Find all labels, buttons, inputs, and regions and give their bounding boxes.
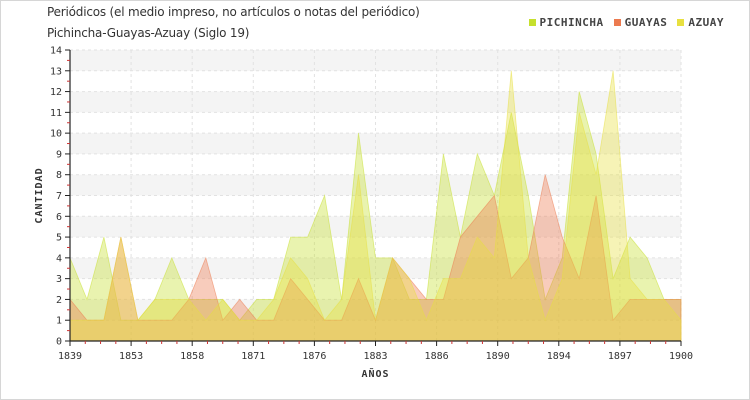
legend-label-azuay: AZUAY: [688, 16, 724, 29]
y-tick-label: 6: [56, 212, 62, 223]
y-tick-label: 12: [50, 87, 62, 98]
series-area-azuay: [69, 70, 682, 342]
grid-band: [70, 133, 681, 154]
x-tick-label: 1871: [241, 351, 265, 362]
grid-band: [70, 174, 681, 196]
x-tick-label: 1886: [425, 351, 449, 362]
y-tick-label: 8: [56, 170, 62, 181]
x-tick-label: 1858: [180, 351, 204, 362]
grid-band: [70, 50, 681, 71]
legend-swatch-azuay: [677, 19, 685, 26]
legend-swatch-pichincha: [528, 19, 536, 26]
x-tick-label: 1900: [669, 351, 693, 362]
y-tick-label: 0: [56, 337, 62, 348]
x-tick-label: 1853: [119, 351, 143, 362]
x-tick-label: 1883: [363, 351, 387, 362]
legend-label-pichincha: PICHINCHA: [539, 16, 604, 29]
chart-title: Periódicos (el medio impreso, no artícul…: [47, 5, 420, 19]
y-tick-label: 3: [56, 274, 62, 285]
legend-item-pichincha[interactable]: PICHINCHA: [528, 16, 604, 29]
y-tick-label: 10: [50, 129, 62, 140]
legend-swatch-guayas: [613, 19, 621, 26]
chart-legend: PICHINCHA GUAYAS AZUAY: [528, 16, 724, 29]
x-tick-label: 1839: [58, 351, 82, 362]
y-tick-label: 1: [56, 316, 62, 327]
y-tick-label: 11: [50, 108, 62, 119]
x-tick-label: 1897: [608, 351, 632, 362]
x-tick-label: 1894: [547, 351, 571, 362]
legend-item-azuay[interactable]: AZUAY: [677, 16, 724, 29]
series-area-pichincha: [69, 91, 682, 342]
y-tick-label: 5: [56, 233, 62, 244]
y-tick-label: 13: [50, 66, 62, 77]
x-tick-label: 1876: [302, 351, 326, 362]
y-tick-label: 2: [56, 295, 62, 306]
y-tick-label: 7: [56, 191, 62, 202]
x-tick-label: 1890: [486, 351, 510, 362]
y-axis-label: CANTIDAD: [34, 167, 45, 223]
y-tick-label: 4: [56, 253, 62, 264]
grid-band: [70, 91, 681, 113]
x-axis-label: AÑOS: [361, 367, 389, 380]
legend-label-guayas: GUAYAS: [624, 16, 668, 29]
y-tick-label: 14: [50, 46, 62, 57]
chart-subtitle: Pichincha-Guayas-Azuay (Siglo 19): [47, 26, 250, 40]
legend-item-guayas[interactable]: GUAYAS: [613, 16, 668, 29]
y-tick-label: 9: [56, 149, 62, 160]
